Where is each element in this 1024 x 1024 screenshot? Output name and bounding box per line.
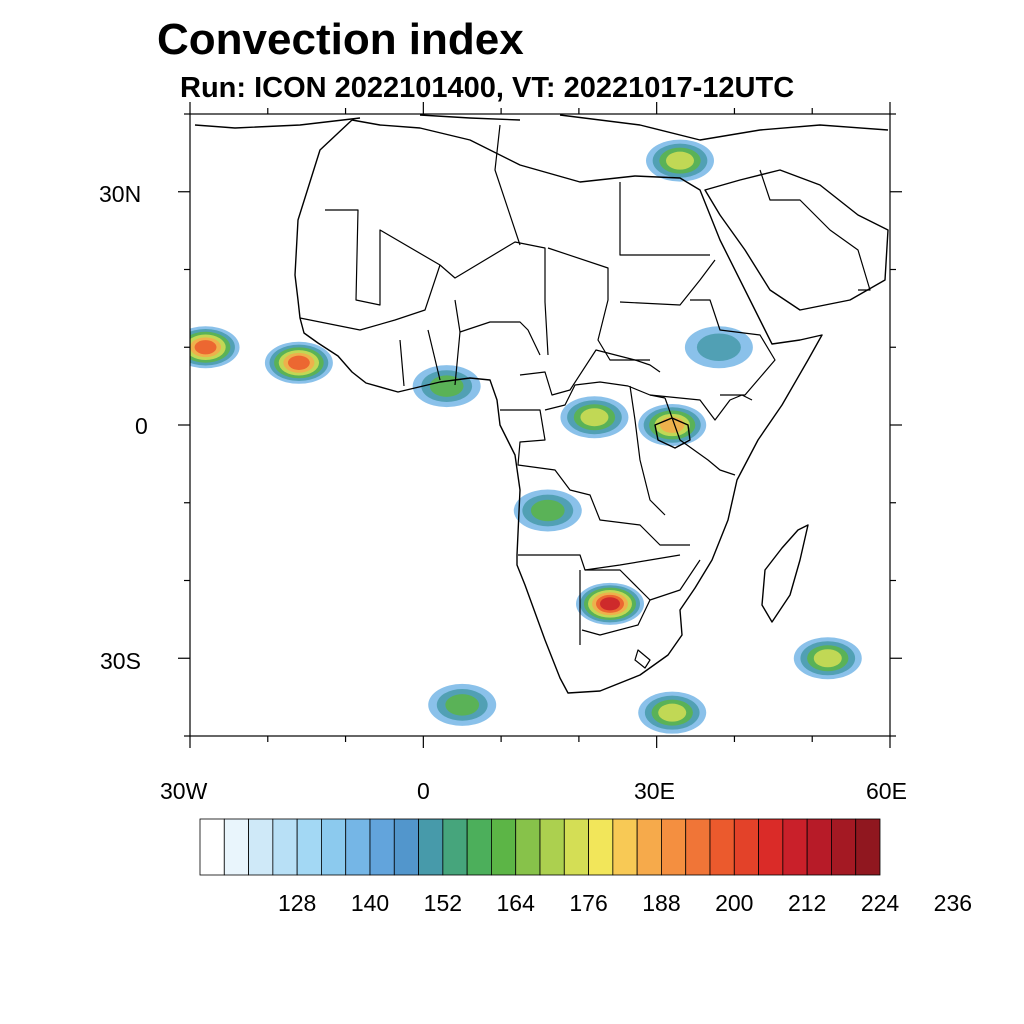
plot-title: Convection index <box>157 15 524 64</box>
lon-label-30w: 30W <box>160 778 208 804</box>
lat-label-0: 0 <box>135 413 148 439</box>
colorbar-tick-label: 224 <box>860 890 900 916</box>
convection-region <box>560 396 629 439</box>
convection-region <box>793 637 862 680</box>
colorbar-swatch <box>199 818 225 876</box>
convection-contour <box>445 694 480 716</box>
convection-region <box>190 326 240 369</box>
convection-contour <box>813 649 842 668</box>
colorbar-swatch <box>248 818 274 876</box>
colorbar-swatch <box>296 818 322 876</box>
colorbar-swatch <box>345 818 371 876</box>
colorbar-swatch <box>588 818 614 876</box>
convection-region <box>684 326 753 369</box>
colorbar-swatch <box>782 818 808 876</box>
colorbar-tick-label: 176 <box>569 890 608 916</box>
arabia-coastline <box>704 169 889 311</box>
colorbar-tick-label: 164 <box>496 890 535 916</box>
colorbar-swatch <box>612 818 638 876</box>
lon-label-60e: 60E <box>866 778 907 804</box>
convection-region <box>428 683 497 726</box>
convection-contour <box>658 703 687 722</box>
colorbar-tick-label: 236 <box>933 890 973 916</box>
colorbar-swatch <box>709 818 735 876</box>
colorbar-swatch <box>442 818 468 876</box>
convection-contour <box>666 151 694 170</box>
lat-label-30s: 30S <box>100 648 141 674</box>
colorbar <box>199 818 881 876</box>
lon-label-30e: 30E <box>634 778 675 804</box>
convection-contour <box>194 340 217 355</box>
colorbar-swatch <box>491 818 517 876</box>
lat-label-30n: 30N <box>99 181 142 207</box>
colorbar-tick-label: 212 <box>787 890 827 916</box>
europe-coastline <box>194 114 889 141</box>
colorbar-swatch <box>466 818 492 876</box>
colorbar-swatch <box>539 818 565 876</box>
plot-subtitle: Run: ICON 2022101400, VT: 20221017-12UTC <box>180 72 795 104</box>
convection-region <box>638 404 707 446</box>
colorbar-swatch <box>733 818 759 876</box>
colorbar-tick-label: 128 <box>277 890 317 916</box>
colorbar-swatch <box>661 818 687 876</box>
colorbar-swatch <box>418 818 444 876</box>
colorbar-tick-label: 140 <box>350 890 390 916</box>
colorbar-swatch <box>369 818 395 876</box>
colorbar-tick-label: 188 <box>642 890 681 916</box>
africa-coastline <box>294 119 823 694</box>
madagascar-coastline <box>761 524 809 623</box>
colorbar-swatch <box>636 818 662 876</box>
colorbar-swatch <box>758 818 784 876</box>
colorbar-swatch <box>223 818 249 876</box>
convection-region <box>513 489 582 532</box>
plot-frame <box>178 102 902 748</box>
colorbar-swatch <box>855 818 881 876</box>
convection-contour <box>580 408 609 427</box>
country-borders <box>299 124 871 669</box>
convection-contour <box>429 375 464 397</box>
colorbar-swatch <box>321 818 347 876</box>
colorbar-tick-label: 200 <box>715 890 754 916</box>
convection-region <box>638 691 707 734</box>
convection-contour <box>530 499 565 522</box>
colorbar-swatch <box>806 818 832 876</box>
convection-region <box>646 139 714 182</box>
colorbar-tick-label: 152 <box>423 890 463 916</box>
convection-contour <box>696 333 741 362</box>
colorbar-swatch <box>831 818 857 876</box>
convection-field <box>190 139 862 734</box>
colorbar-swatch <box>515 818 541 876</box>
convection-region <box>576 582 644 625</box>
convection-contour <box>600 597 620 611</box>
colorbar-swatch <box>563 818 589 876</box>
colorbar-swatch <box>272 818 298 876</box>
lon-label-0: 0 <box>417 778 430 804</box>
colorbar-swatch <box>393 818 419 876</box>
convection-region <box>412 365 481 408</box>
coastlines <box>194 114 889 694</box>
colorbar-swatch <box>685 818 711 876</box>
convection-region <box>264 341 333 384</box>
convection-contour <box>287 355 310 370</box>
